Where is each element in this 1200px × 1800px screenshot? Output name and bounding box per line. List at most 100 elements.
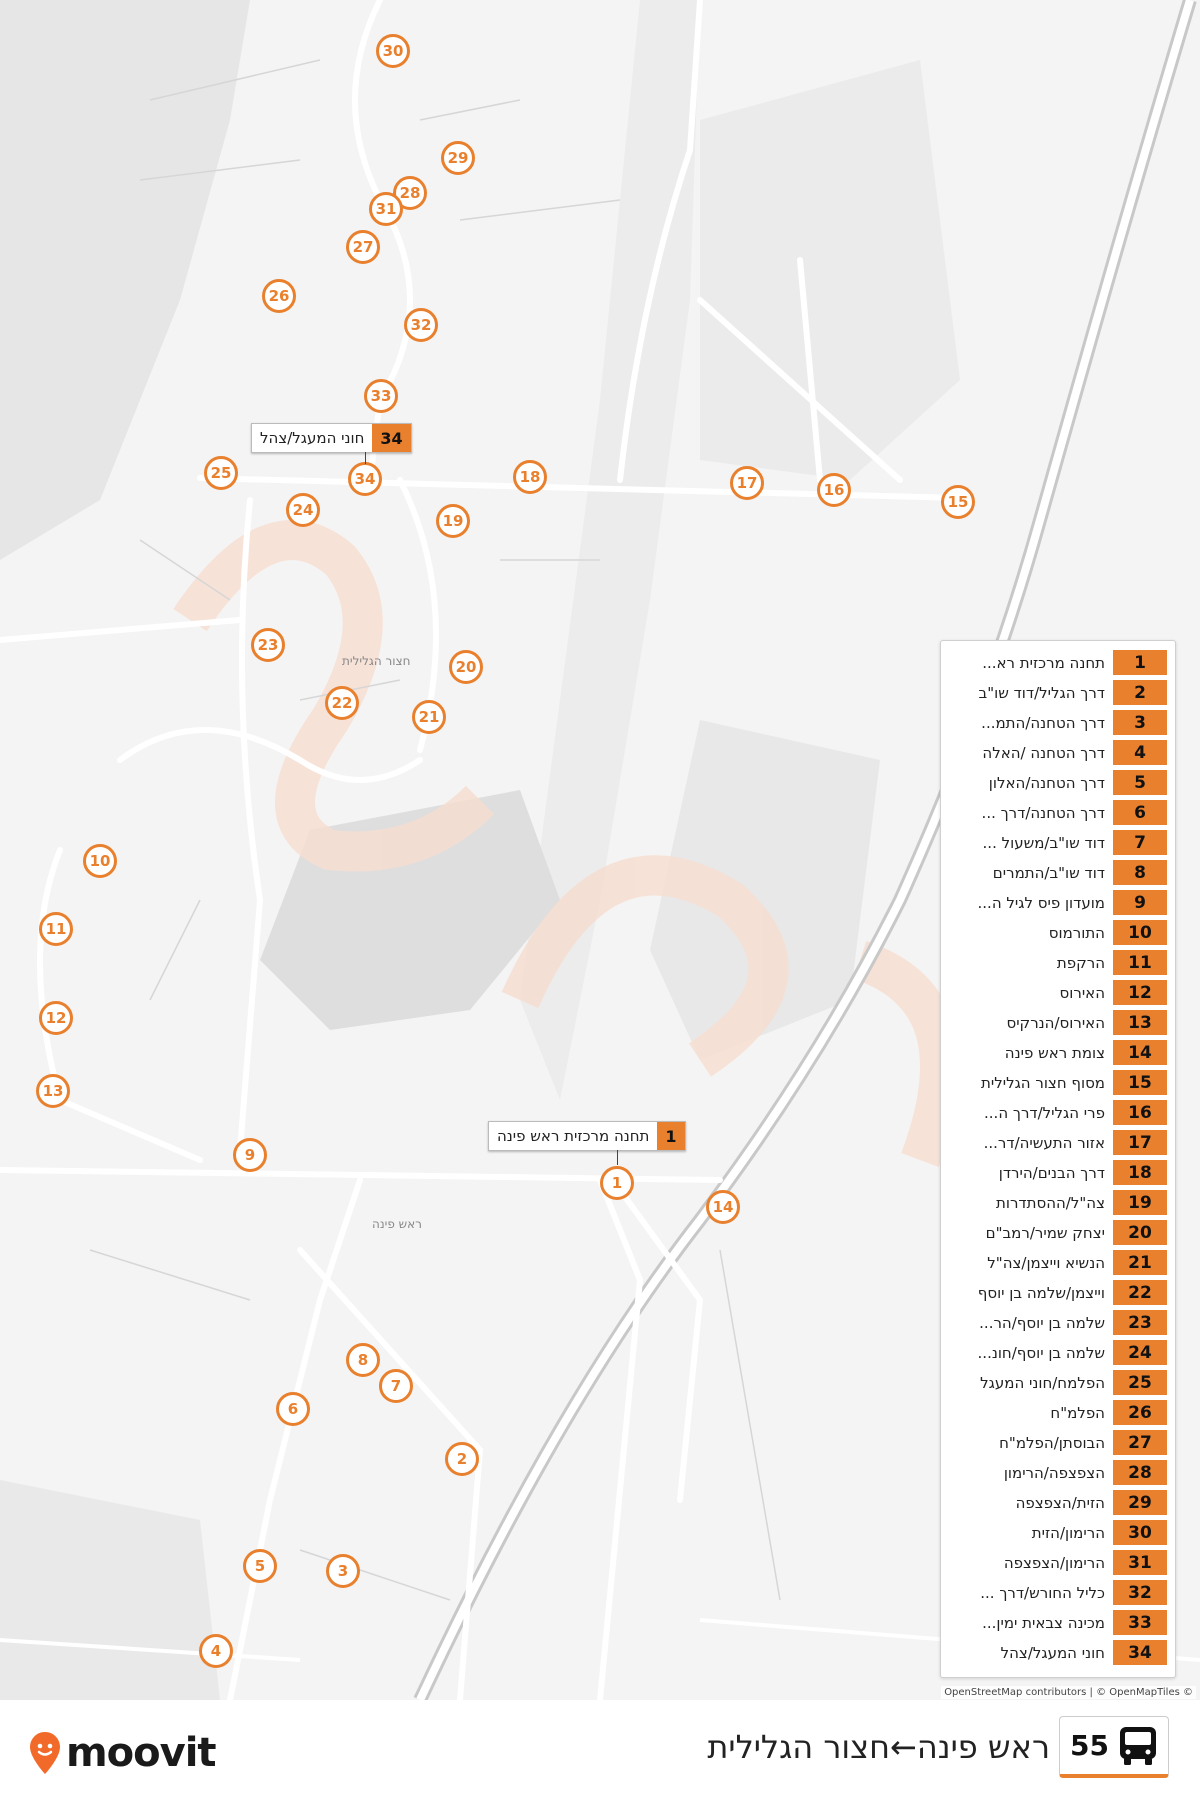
- start-stop-callout[interactable]: 1 תחנה מרכזית ראש פינה: [488, 1121, 686, 1151]
- legend-row[interactable]: 22 וייצמן/שלמה בן יוסף: [941, 1277, 1175, 1307]
- legend-row[interactable]: 3 דרך הטחנה/התמ...: [941, 707, 1175, 737]
- legend-stop-number: 25: [1113, 1370, 1167, 1395]
- legend-row[interactable]: 7 דוד שו"ב/משעול ...: [941, 827, 1175, 857]
- legend-row[interactable]: 33 מכינה צבאית ימין...: [941, 1607, 1175, 1637]
- legend-row[interactable]: 11 הרקפת: [941, 947, 1175, 977]
- legend-row[interactable]: 25 הפלמח/חוני המעגל: [941, 1367, 1175, 1397]
- stop-marker-31[interactable]: 31: [369, 192, 403, 226]
- callout-name: תחנה מרכזית ראש פינה: [497, 1127, 650, 1145]
- stop-marker-1[interactable]: 1: [600, 1166, 634, 1200]
- legend-stop-name: הרקפת: [1056, 953, 1105, 972]
- legend-row[interactable]: 20 יצחק שמיר/רמב"ם: [941, 1217, 1175, 1247]
- stop-marker-30[interactable]: 30: [376, 34, 410, 68]
- legend-row[interactable]: 5 דרך הטחנה/האלון: [941, 767, 1175, 797]
- stop-marker-11[interactable]: 11: [39, 912, 73, 946]
- stop-marker-15[interactable]: 15: [941, 485, 975, 519]
- stop-marker-20[interactable]: 20: [449, 650, 483, 684]
- legend-row[interactable]: 26 הפלמ"ח: [941, 1397, 1175, 1427]
- legend-row[interactable]: 29 הזית/הצפצפה: [941, 1487, 1175, 1517]
- stop-marker-19[interactable]: 19: [436, 504, 470, 538]
- place-label-rosh-pina: ראש פינה: [372, 1217, 422, 1231]
- stop-marker-10[interactable]: 10: [83, 844, 117, 878]
- legend-row[interactable]: 10 התורמוס: [941, 917, 1175, 947]
- legend-row[interactable]: 16 פרי הגליל/דרך ה...: [941, 1097, 1175, 1127]
- legend-row[interactable]: 18 דרך הבנים/הירדן: [941, 1157, 1175, 1187]
- legend-row[interactable]: 12 האירוס: [941, 977, 1175, 1007]
- legend-stop-name: מסוף חצור הגלילית: [981, 1073, 1105, 1092]
- legend-stop-number: 23: [1113, 1310, 1167, 1335]
- legend-row[interactable]: 34 חוני המעגל/צהל: [941, 1637, 1175, 1667]
- stop-marker-16[interactable]: 16: [817, 473, 851, 507]
- legend-stop-number: 9: [1113, 890, 1167, 915]
- legend-stop-number: 17: [1113, 1130, 1167, 1155]
- stop-marker-26[interactable]: 26: [262, 279, 296, 313]
- legend-row[interactable]: 28 הצפצפה/הרימון: [941, 1457, 1175, 1487]
- stop-marker-4[interactable]: 4: [199, 1634, 233, 1668]
- callout-pointer: [617, 1150, 618, 1165]
- legend-row[interactable]: 13 האירוס/הנרקיס: [941, 1007, 1175, 1037]
- end-stop-callout[interactable]: 34 חוני המעגל/צהל: [251, 423, 412, 453]
- legend-row[interactable]: 14 צומת ראש פינה: [941, 1037, 1175, 1067]
- legend-row[interactable]: 17 אזור התעשיה/דר...: [941, 1127, 1175, 1157]
- legend-row[interactable]: 9 מועדון פיס לגיל ה...: [941, 887, 1175, 917]
- stop-marker-18[interactable]: 18: [513, 460, 547, 494]
- stop-marker-29[interactable]: 29: [441, 141, 475, 175]
- stop-marker-14[interactable]: 14: [706, 1190, 740, 1224]
- stop-marker-24[interactable]: 24: [286, 493, 320, 527]
- legend-row[interactable]: 27 הבוסתן/הפלמ"ח: [941, 1427, 1175, 1457]
- stop-marker-34[interactable]: 34: [348, 462, 382, 496]
- stop-marker-23[interactable]: 23: [251, 628, 285, 662]
- moovit-logo: moovit: [30, 1730, 217, 1776]
- legend-row[interactable]: 32 כליל החורש/דרך ...: [941, 1577, 1175, 1607]
- stop-marker-7[interactable]: 7: [379, 1369, 413, 1403]
- legend-row[interactable]: 2 דרך הגליל/דוד שו"ב: [941, 677, 1175, 707]
- route-badge[interactable]: 55: [1059, 1716, 1169, 1778]
- stop-marker-33[interactable]: 33: [364, 379, 398, 413]
- legend-row[interactable]: 1 תחנה מרכזית רא...: [941, 647, 1175, 677]
- legend-row[interactable]: 24 שלמה בן יוסף/חונ...: [941, 1337, 1175, 1367]
- stop-marker-22[interactable]: 22: [325, 686, 359, 720]
- legend-row[interactable]: 15 מסוף חצור הגלילית: [941, 1067, 1175, 1097]
- stop-marker-8[interactable]: 8: [346, 1343, 380, 1377]
- legend-stop-number: 16: [1113, 1100, 1167, 1125]
- legend-stop-name: האירוס: [1059, 983, 1105, 1002]
- legend-row[interactable]: 31 הרימון/הצפצפה: [941, 1547, 1175, 1577]
- legend-stop-number: 30: [1113, 1520, 1167, 1545]
- stop-marker-6[interactable]: 6: [276, 1392, 310, 1426]
- legend-row[interactable]: 30 הרימון/הזית: [941, 1517, 1175, 1547]
- legend-stop-number: 7: [1113, 830, 1167, 855]
- legend-row[interactable]: 8 דוד שו"ב/התמרים: [941, 857, 1175, 887]
- legend-row[interactable]: 21 הנשיא וייצמן/צה"ל: [941, 1247, 1175, 1277]
- route-title: ראש פינה←חצור הגלילית: [707, 1728, 1050, 1766]
- stop-marker-5[interactable]: 5: [243, 1549, 277, 1583]
- stop-marker-21[interactable]: 21: [412, 700, 446, 734]
- legend-row[interactable]: 23 שלמה בן יוסף/הר...: [941, 1307, 1175, 1337]
- stop-marker-13[interactable]: 13: [36, 1074, 70, 1108]
- legend-stop-number: 4: [1113, 740, 1167, 765]
- map-attribution[interactable]: OpenStreetMap contributors | © OpenMapTi…: [941, 1686, 1196, 1699]
- legend-stop-number: 20: [1113, 1220, 1167, 1245]
- stop-marker-17[interactable]: 17: [730, 466, 764, 500]
- stop-marker-9[interactable]: 9: [233, 1138, 267, 1172]
- stop-marker-3[interactable]: 3: [326, 1554, 360, 1588]
- callout-number: 34: [372, 424, 411, 452]
- legend-stop-name: הזית/הצפצפה: [1015, 1493, 1105, 1512]
- stop-marker-2[interactable]: 2: [445, 1442, 479, 1476]
- legend-row[interactable]: 6 דרך הטחנה/דרך ...: [941, 797, 1175, 827]
- legend-stop-number: 3: [1113, 710, 1167, 735]
- legend-stop-name: התורמוס: [1048, 923, 1105, 942]
- stop-marker-12[interactable]: 12: [39, 1001, 73, 1035]
- stop-marker-27[interactable]: 27: [346, 230, 380, 264]
- legend-stop-number: 2: [1113, 680, 1167, 705]
- legend-stop-number: 29: [1113, 1490, 1167, 1515]
- stop-marker-25[interactable]: 25: [204, 456, 238, 490]
- legend-row[interactable]: 4 דרך הטחנה /האלה: [941, 737, 1175, 767]
- legend-stop-name: הרימון/הצפצפה: [1003, 1553, 1105, 1572]
- map-canvas[interactable]: חצור הגלילית ראש פינה 1 2 3 4 5 6 7 8 9 …: [0, 0, 1200, 1700]
- legend-row[interactable]: 19 צה"ל/ההסתדרות: [941, 1187, 1175, 1217]
- callout-number: 1: [657, 1122, 685, 1150]
- legend-stop-name: הצפצפה/הרימון: [1003, 1463, 1105, 1482]
- legend-stop-number: 22: [1113, 1280, 1167, 1305]
- legend-stop-name: צומת ראש פינה: [1004, 1043, 1105, 1062]
- stop-marker-32[interactable]: 32: [404, 308, 438, 342]
